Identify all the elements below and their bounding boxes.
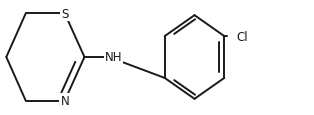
Text: S: S	[61, 8, 68, 21]
Text: NH: NH	[105, 51, 122, 64]
Text: N: N	[60, 94, 69, 107]
Text: Cl: Cl	[237, 30, 248, 43]
